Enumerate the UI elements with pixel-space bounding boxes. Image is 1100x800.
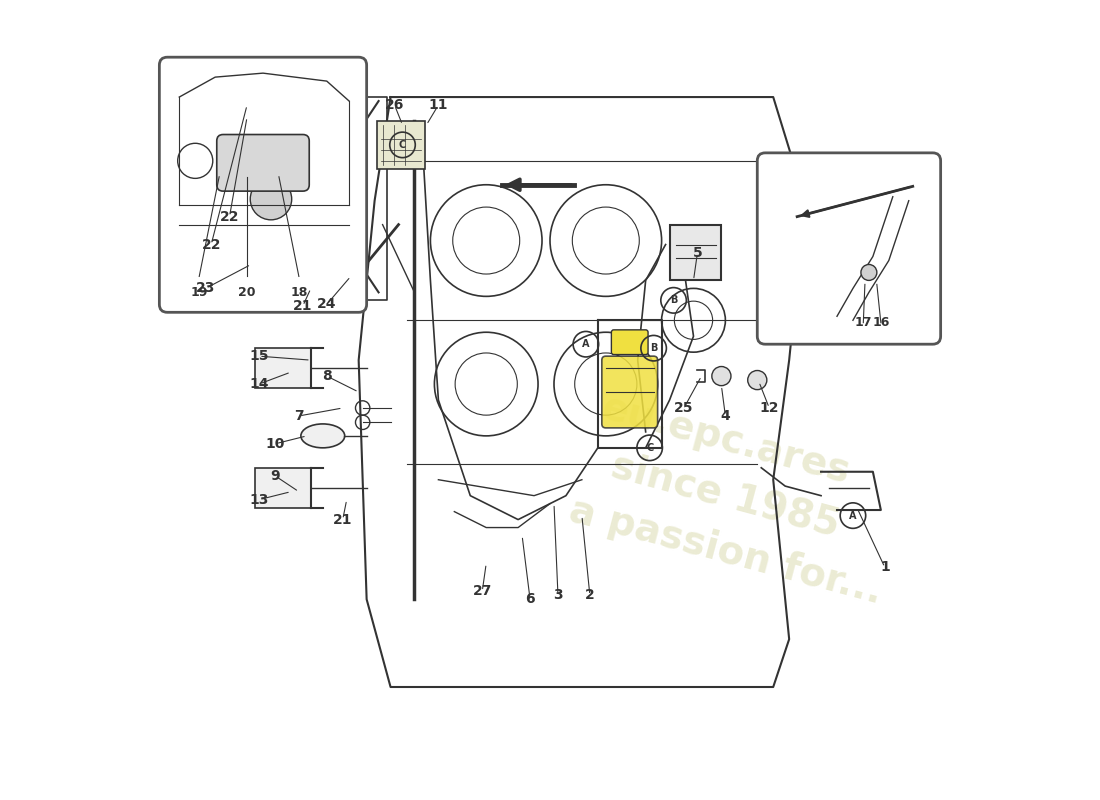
Text: 22: 22 xyxy=(220,210,240,224)
Text: 17: 17 xyxy=(855,316,872,329)
Text: 7: 7 xyxy=(294,409,304,423)
Text: 13: 13 xyxy=(250,493,268,506)
Text: 23: 23 xyxy=(196,282,216,295)
Text: A: A xyxy=(849,510,857,521)
Text: 27: 27 xyxy=(473,584,492,598)
FancyBboxPatch shape xyxy=(217,134,309,191)
Text: 5: 5 xyxy=(693,246,703,259)
Circle shape xyxy=(250,178,292,220)
Text: 21: 21 xyxy=(333,513,352,526)
Text: 25: 25 xyxy=(674,401,694,415)
Text: 6: 6 xyxy=(526,592,535,606)
Text: 19: 19 xyxy=(190,286,208,299)
Text: 26: 26 xyxy=(385,98,404,112)
Text: 10: 10 xyxy=(265,437,285,451)
Text: a passion for...: a passion for... xyxy=(564,491,887,611)
Text: 3: 3 xyxy=(553,588,563,602)
FancyBboxPatch shape xyxy=(670,225,722,281)
Text: 1: 1 xyxy=(880,561,890,574)
Text: 4: 4 xyxy=(720,409,730,423)
Text: C: C xyxy=(399,140,406,150)
Text: C: C xyxy=(646,443,653,453)
Text: 24: 24 xyxy=(317,298,337,311)
Circle shape xyxy=(748,370,767,390)
Text: 2: 2 xyxy=(585,588,595,602)
FancyBboxPatch shape xyxy=(255,468,311,508)
FancyBboxPatch shape xyxy=(245,169,297,229)
Text: 12: 12 xyxy=(759,401,779,415)
Text: 22: 22 xyxy=(201,238,221,251)
Text: 11: 11 xyxy=(429,98,448,112)
Text: 14: 14 xyxy=(250,377,268,391)
Text: 20: 20 xyxy=(239,286,256,299)
Text: 18: 18 xyxy=(290,286,308,299)
Circle shape xyxy=(712,366,732,386)
Circle shape xyxy=(861,265,877,281)
Text: 8: 8 xyxy=(322,369,332,383)
Text: 21: 21 xyxy=(293,299,312,313)
FancyBboxPatch shape xyxy=(757,153,940,344)
Text: B: B xyxy=(670,295,678,306)
FancyBboxPatch shape xyxy=(612,330,648,354)
Text: A: A xyxy=(582,339,590,349)
Text: 16: 16 xyxy=(872,316,890,329)
Text: eu.epc.ares: eu.epc.ares xyxy=(597,389,854,491)
FancyBboxPatch shape xyxy=(377,121,425,169)
Text: B: B xyxy=(650,343,658,353)
FancyBboxPatch shape xyxy=(255,348,311,388)
Text: 9: 9 xyxy=(271,469,279,482)
Text: 15: 15 xyxy=(250,349,268,363)
Text: since 1985: since 1985 xyxy=(607,447,844,545)
FancyBboxPatch shape xyxy=(160,57,366,312)
FancyBboxPatch shape xyxy=(602,356,658,428)
Ellipse shape xyxy=(301,424,344,448)
